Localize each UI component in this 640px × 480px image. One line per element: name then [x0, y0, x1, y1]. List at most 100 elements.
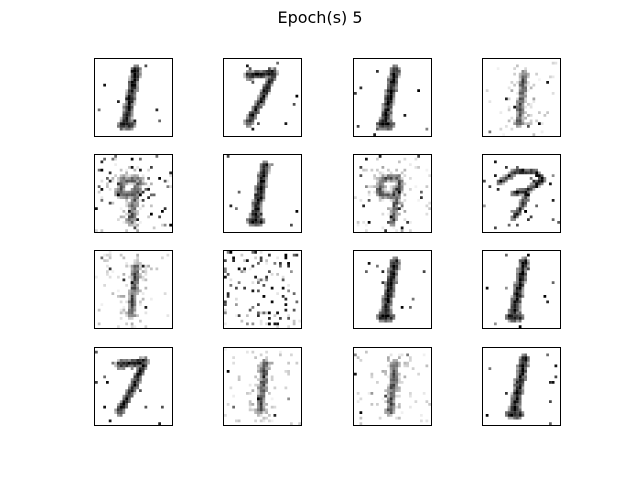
pixel: [130, 322, 134, 326]
pixel: [521, 372, 525, 376]
pixel: [133, 215, 137, 219]
pixel: [513, 218, 516, 221]
pixel: [257, 405, 260, 409]
pixel: [243, 72, 246, 76]
generated-digit-image: [243, 61, 299, 131]
pixel: [389, 108, 393, 112]
pixel: [254, 70, 257, 73]
pixel: [254, 105, 257, 109]
noise-pixel: [409, 306, 412, 309]
pixel: [119, 122, 123, 125]
noise-pixel: [251, 322, 255, 326]
noise-pixel: [155, 108, 159, 112]
pixel: [139, 359, 142, 362]
noise-pixel: [257, 311, 260, 315]
pixel: [384, 372, 387, 376]
noise-pixel: [136, 218, 139, 221]
pixel: [141, 359, 145, 362]
pixel: [254, 411, 257, 414]
pixel: [518, 270, 522, 273]
pixel: [392, 179, 396, 183]
pixel: [381, 397, 385, 401]
noise-pixel: [373, 133, 376, 136]
pixel: [246, 116, 249, 120]
pixel: [518, 210, 522, 213]
pixel: [106, 259, 109, 262]
pixel: [400, 229, 404, 232]
noise-pixel: [163, 207, 167, 210]
pixel: [111, 177, 115, 180]
pixel: [513, 215, 516, 219]
pixel: [152, 226, 156, 230]
pixel: [516, 81, 519, 84]
pixel: [128, 308, 131, 312]
pixel: [524, 273, 527, 276]
pixel: [128, 317, 131, 320]
pixel: [117, 188, 120, 191]
pixel: [387, 190, 390, 194]
pixel: [518, 188, 522, 191]
pixel: [376, 381, 379, 384]
pixel: [389, 207, 393, 210]
pixel: [259, 394, 263, 398]
pixel: [398, 201, 401, 205]
noise-pixel: [362, 204, 365, 208]
noise-pixel: [420, 190, 423, 194]
pixel: [257, 364, 260, 368]
pixel: [389, 267, 393, 271]
pixel: [395, 270, 398, 273]
pixel: [389, 174, 393, 177]
noise-pixel: [384, 394, 387, 398]
sample-cell-8: [482, 154, 561, 233]
pixel: [254, 210, 257, 213]
pixel: [513, 210, 516, 213]
pixel: [125, 264, 128, 268]
pixel: [257, 179, 260, 183]
pixel: [248, 223, 252, 227]
pixel: [395, 174, 398, 177]
sample-cell-9: [94, 250, 173, 329]
pixel: [529, 182, 533, 186]
pixel: [268, 392, 271, 395]
pixel: [139, 375, 142, 379]
pixel: [392, 273, 396, 276]
pixel: [524, 100, 527, 103]
pixel: [389, 289, 393, 293]
pixel: [133, 218, 137, 221]
pixel: [384, 105, 387, 109]
pixel: [130, 199, 134, 202]
sample-cell-14: [223, 347, 302, 426]
pixel: [130, 361, 134, 365]
pixel: [265, 367, 268, 370]
pixel: [378, 185, 382, 188]
pixel: [510, 190, 514, 194]
pixel: [406, 361, 409, 365]
pixel: [524, 190, 527, 194]
pixel: [395, 259, 398, 262]
pixel: [389, 394, 393, 398]
pixel: [507, 171, 511, 175]
pixel: [398, 353, 401, 357]
pixel: [125, 174, 128, 177]
pixel: [384, 108, 387, 112]
pixel: [251, 105, 255, 109]
pixel: [130, 103, 134, 106]
pixel: [524, 364, 527, 368]
pixel: [133, 67, 137, 70]
pixel: [535, 179, 538, 183]
pixel: [389, 319, 393, 323]
pixel: [532, 83, 536, 87]
pixel: [265, 359, 268, 362]
pixel: [133, 308, 137, 312]
pixel: [400, 190, 404, 194]
pixel: [265, 378, 268, 381]
pixel: [516, 64, 519, 68]
pixel: [136, 378, 139, 381]
pixel: [130, 125, 134, 128]
pixel: [521, 414, 525, 417]
pixel: [395, 81, 398, 84]
pixel: [392, 270, 396, 273]
pixel: [108, 251, 112, 254]
pixel: [235, 419, 238, 423]
noise-pixel: [359, 411, 363, 414]
